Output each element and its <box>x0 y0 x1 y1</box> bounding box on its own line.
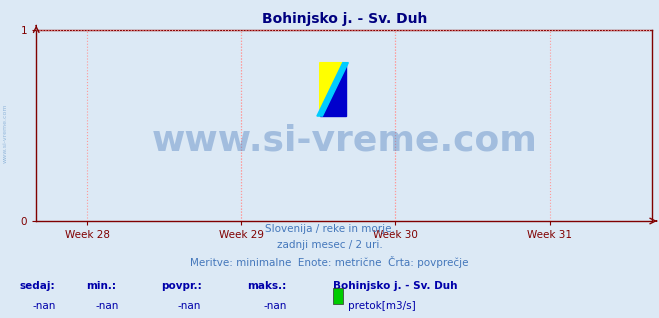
Text: -nan: -nan <box>178 301 201 310</box>
Text: Meritve: minimalne  Enote: metrične  Črta: povprečje: Meritve: minimalne Enote: metrične Črta:… <box>190 256 469 268</box>
Text: -nan: -nan <box>33 301 56 310</box>
Text: maks.:: maks.: <box>247 281 287 291</box>
Polygon shape <box>317 63 349 116</box>
Text: sedaj:: sedaj: <box>20 281 55 291</box>
Text: www.si-vreme.com: www.si-vreme.com <box>3 104 8 163</box>
Text: -nan: -nan <box>96 301 119 310</box>
Text: www.si-vreme.com: www.si-vreme.com <box>152 124 537 158</box>
Polygon shape <box>320 63 345 116</box>
Polygon shape <box>320 63 345 116</box>
Title: Bohinjsko j. - Sv. Duh: Bohinjsko j. - Sv. Duh <box>262 12 427 26</box>
Text: povpr.:: povpr.: <box>161 281 202 291</box>
Text: -nan: -nan <box>264 301 287 310</box>
Text: Slovenija / reke in morje.: Slovenija / reke in morje. <box>264 224 395 234</box>
Text: Bohinjsko j. - Sv. Duh: Bohinjsko j. - Sv. Duh <box>333 281 457 291</box>
Text: zadnji mesec / 2 uri.: zadnji mesec / 2 uri. <box>277 240 382 250</box>
Text: pretok[m3/s]: pretok[m3/s] <box>348 301 416 310</box>
Text: min.:: min.: <box>86 281 116 291</box>
